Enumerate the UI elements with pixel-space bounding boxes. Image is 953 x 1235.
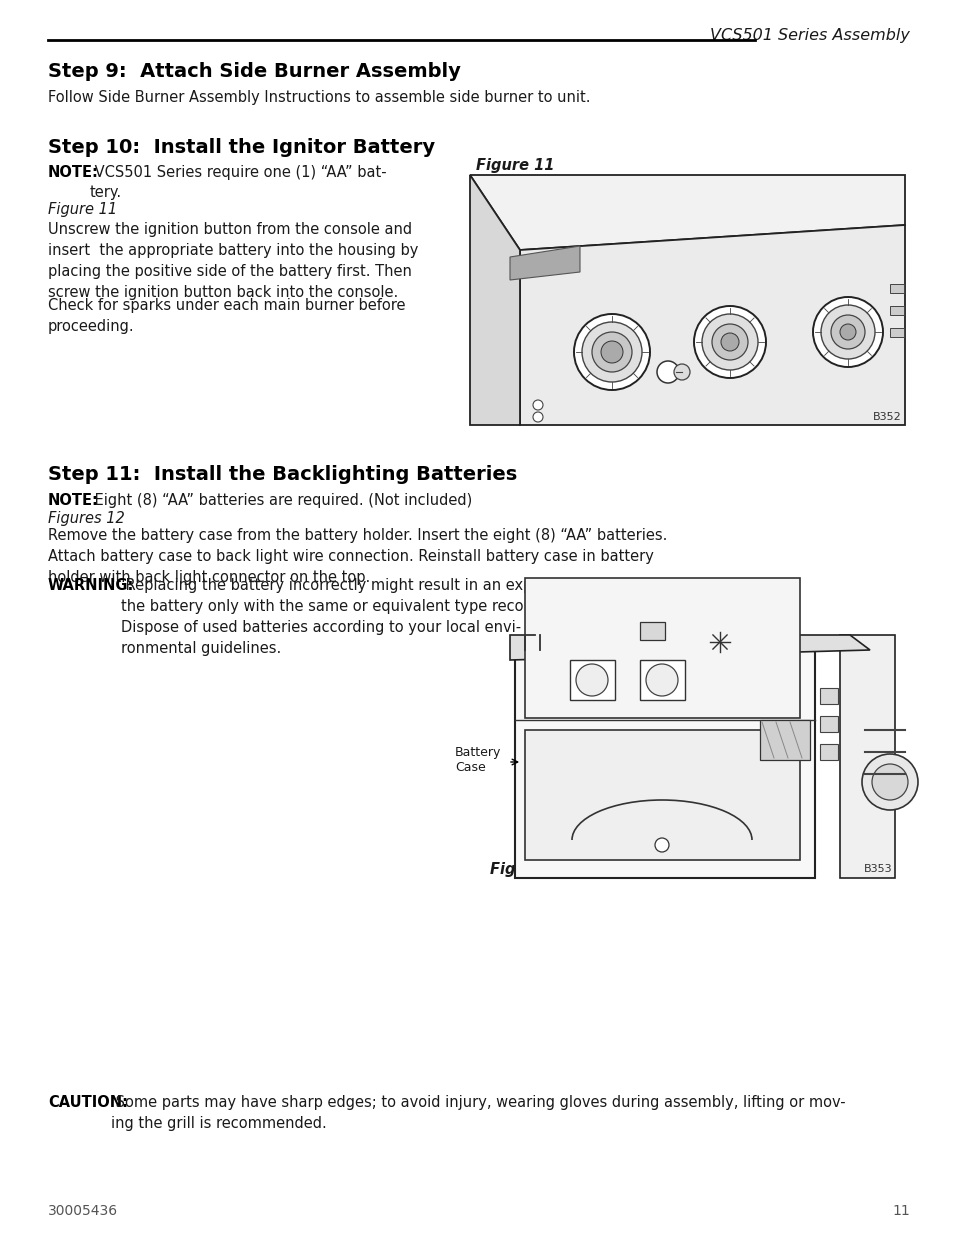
- Polygon shape: [639, 659, 684, 700]
- Circle shape: [533, 412, 542, 422]
- Circle shape: [701, 314, 758, 370]
- Circle shape: [711, 324, 747, 359]
- Text: 11: 11: [891, 1204, 909, 1218]
- Text: Step 9:  Attach Side Burner Assembly: Step 9: Attach Side Burner Assembly: [48, 62, 460, 82]
- Circle shape: [871, 764, 907, 800]
- Text: Eight (8) “AA” batteries are required. (Not included): Eight (8) “AA” batteries are required. (…: [90, 493, 472, 508]
- Text: WARNING:: WARNING:: [48, 578, 134, 593]
- Circle shape: [574, 314, 649, 390]
- Bar: [515, 648, 814, 878]
- Circle shape: [840, 324, 855, 340]
- Text: B353: B353: [863, 864, 892, 874]
- Circle shape: [581, 322, 641, 382]
- Polygon shape: [519, 225, 904, 425]
- Bar: [524, 578, 800, 718]
- Polygon shape: [569, 659, 615, 700]
- Text: B352: B352: [872, 412, 901, 422]
- Bar: [455, 165, 904, 430]
- Polygon shape: [510, 635, 869, 659]
- Text: Figure 11: Figure 11: [48, 203, 117, 217]
- Text: Remove the battery case from the battery holder. Insert the eight (8) “AA” batte: Remove the battery case from the battery…: [48, 529, 667, 585]
- Text: VCS501 Series Assembly: VCS501 Series Assembly: [709, 28, 909, 43]
- Text: Step 11:  Install the Backlighting Batteries: Step 11: Install the Backlighting Batter…: [48, 466, 517, 484]
- Text: Step 10:  Install the Ignitor Battery: Step 10: Install the Ignitor Battery: [48, 138, 435, 157]
- Circle shape: [673, 364, 689, 380]
- Bar: [639, 622, 664, 640]
- Polygon shape: [760, 720, 809, 760]
- Text: Unscrew the ignition button from the console and
insert  the appropriate battery: Unscrew the ignition button from the con…: [48, 222, 418, 300]
- Bar: [889, 284, 903, 293]
- Circle shape: [576, 664, 607, 697]
- Bar: [820, 743, 837, 760]
- Bar: [524, 730, 800, 860]
- Text: Check for sparks under each main burner before
proceeding.: Check for sparks under each main burner …: [48, 298, 405, 333]
- Bar: [889, 306, 903, 315]
- Bar: [450, 625, 904, 881]
- Circle shape: [645, 664, 678, 697]
- Polygon shape: [470, 175, 519, 425]
- Circle shape: [693, 306, 765, 378]
- Polygon shape: [470, 175, 904, 249]
- Circle shape: [720, 333, 739, 351]
- Circle shape: [862, 755, 917, 810]
- Bar: [820, 688, 837, 704]
- Text: NOTE:: NOTE:: [48, 493, 99, 508]
- Circle shape: [830, 315, 864, 350]
- Text: 30005436: 30005436: [48, 1204, 118, 1218]
- Polygon shape: [510, 246, 579, 280]
- Bar: [840, 635, 894, 878]
- Circle shape: [655, 839, 668, 852]
- Circle shape: [821, 305, 874, 359]
- Text: Figure 12: Figure 12: [490, 862, 568, 877]
- Text: Battery
Case: Battery Case: [455, 746, 501, 774]
- Text: VCS501 Series require one (1) “AA” bat-
tery.: VCS501 Series require one (1) “AA” bat- …: [90, 165, 386, 200]
- Text: NOTE:: NOTE:: [48, 165, 99, 180]
- Bar: [820, 716, 837, 732]
- Text: Follow Side Burner Assembly Instructions to assemble side burner to unit.: Follow Side Burner Assembly Instructions…: [48, 90, 590, 105]
- Circle shape: [533, 400, 542, 410]
- Circle shape: [600, 341, 622, 363]
- Text: Figure 11: Figure 11: [476, 158, 554, 173]
- Text: Figures 12: Figures 12: [48, 511, 125, 526]
- Text: CAUTION:: CAUTION:: [48, 1095, 128, 1110]
- Circle shape: [592, 332, 631, 372]
- Bar: [889, 329, 903, 337]
- Circle shape: [812, 296, 882, 367]
- Text: Replacing the battery incorrectly might result in an explosion. Replace
the batt: Replacing the battery incorrectly might …: [121, 578, 757, 656]
- Circle shape: [657, 361, 679, 383]
- Text: Some parts may have sharp edges; to avoid injury, wearing gloves during assembly: Some parts may have sharp edges; to avoi…: [111, 1095, 844, 1131]
